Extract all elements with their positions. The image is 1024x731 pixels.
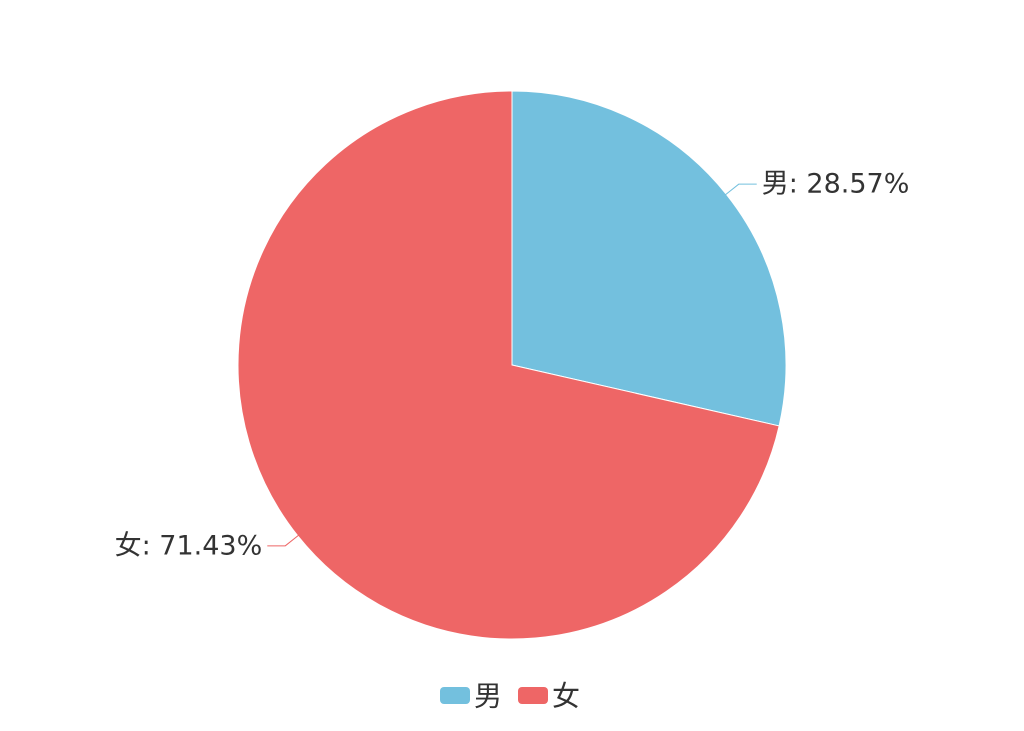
- legend-item-0[interactable]: 男: [440, 680, 502, 713]
- slice-label-0: 男: 28.57%: [762, 169, 910, 200]
- legend-item-1[interactable]: 女: [518, 680, 580, 713]
- legend-label: 男: [474, 680, 502, 713]
- legend: 男女: [440, 680, 580, 713]
- legend-label: 女: [552, 680, 580, 713]
- label-line-0: [724, 183, 757, 196]
- legend-swatch: [518, 687, 548, 704]
- legend-swatch: [440, 687, 470, 704]
- label-line-1: [267, 534, 300, 547]
- slice-label-1: 女: 71.43%: [115, 530, 263, 561]
